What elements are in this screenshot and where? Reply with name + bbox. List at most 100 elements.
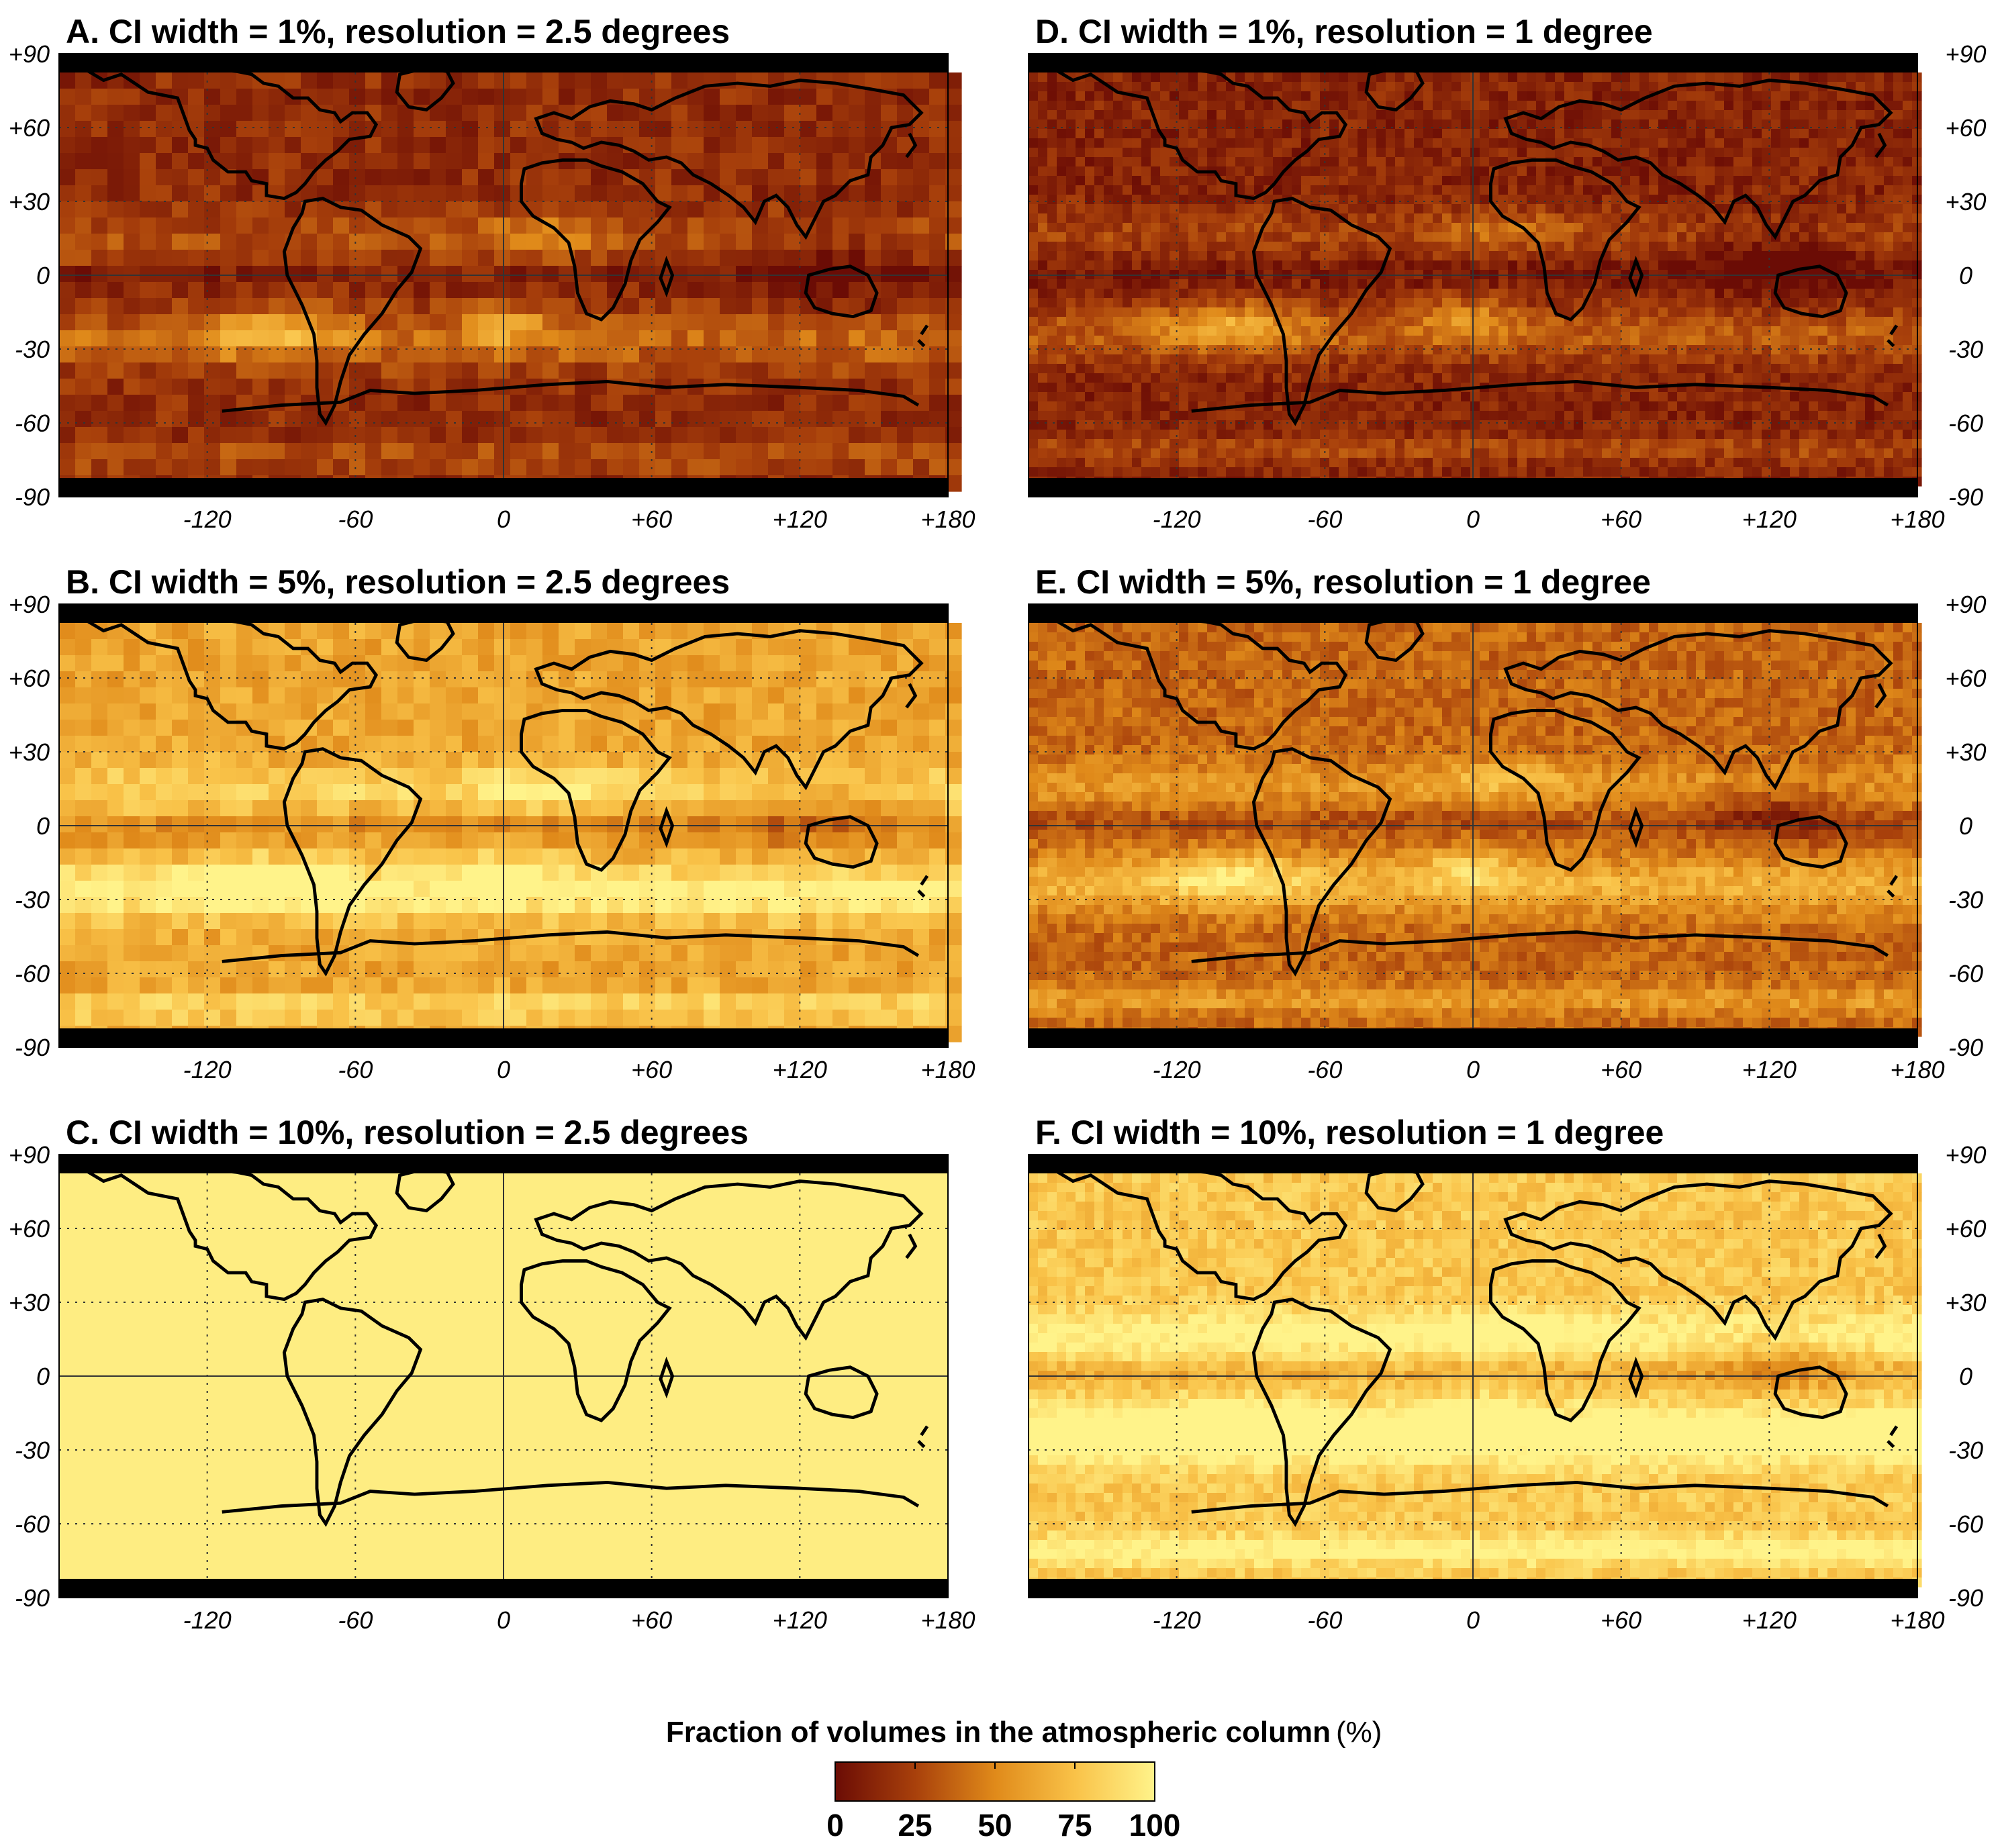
heatmap-cell — [1160, 298, 1170, 308]
heatmap-cell — [542, 379, 559, 395]
heatmap-cell — [1771, 326, 1781, 336]
heatmap-cell — [381, 137, 398, 154]
heatmap-cell — [1498, 354, 1509, 364]
heatmap-cell — [1715, 223, 1725, 233]
heatmap-cell — [1658, 204, 1668, 214]
heatmap-cell — [1094, 401, 1104, 411]
heatmap-cell — [897, 217, 914, 234]
heatmap-cell — [188, 298, 205, 315]
heatmap-cell — [1827, 392, 1838, 402]
heatmap-cell — [365, 250, 382, 266]
heatmap-cell — [800, 153, 817, 170]
heatmap-cell — [655, 234, 672, 250]
heatmap-cell — [124, 395, 140, 411]
heatmap-cell — [1752, 91, 1762, 101]
heatmap-cell — [1170, 326, 1180, 336]
heatmap-cell — [1480, 317, 1490, 327]
heatmap-cell — [1047, 129, 1057, 139]
heatmap-cell — [816, 137, 833, 154]
heatmap-cell — [575, 330, 591, 347]
heatmap-cell — [1170, 213, 1180, 224]
heatmap-cell — [1893, 336, 1903, 346]
heatmap-cell — [1874, 307, 1885, 318]
heatmap-cell — [1451, 307, 1462, 318]
heatmap-cell — [1827, 260, 1838, 271]
heatmap-cell — [252, 459, 269, 476]
heatmap-cell — [832, 121, 849, 138]
heatmap-cell — [1893, 251, 1903, 261]
heatmap-cell — [91, 330, 108, 347]
heatmap-cell — [107, 201, 124, 218]
heatmap-cell — [1376, 373, 1386, 383]
heatmap-cell — [1677, 101, 1687, 111]
heatmap-cell — [1104, 166, 1114, 177]
heatmap-cell — [478, 169, 495, 186]
heatmap-cell — [1282, 317, 1292, 327]
heatmap-cell — [526, 250, 543, 266]
heatmap-cell — [1799, 129, 1809, 139]
heatmap-cell — [1489, 317, 1499, 327]
heatmap-cell — [1856, 242, 1866, 252]
heatmap-cell — [1047, 195, 1057, 205]
heatmap-cell — [1508, 279, 1518, 289]
heatmap-cell — [1179, 392, 1189, 402]
heatmap-cell — [1884, 251, 1894, 261]
heatmap-cell — [1076, 307, 1086, 318]
heatmap-cell — [1433, 289, 1443, 299]
heatmap-cell — [1884, 213, 1894, 224]
heatmap-cell — [1254, 72, 1264, 83]
heatmap-cell — [1780, 364, 1791, 374]
heatmap-cell — [1217, 223, 1227, 233]
heatmap-cell — [1630, 185, 1640, 195]
heatmap-cell — [1226, 307, 1236, 318]
heatmap-cell — [1536, 289, 1546, 299]
heatmap-cell — [1188, 317, 1198, 327]
heatmap-cell — [381, 314, 398, 331]
heatmap-cell — [720, 250, 736, 266]
heatmap-cell — [285, 411, 301, 428]
heatmap-cell — [1564, 411, 1574, 421]
heatmap-cell — [1771, 364, 1781, 374]
heatmap-cell — [1555, 213, 1565, 224]
heatmap-cell — [430, 443, 446, 460]
heatmap-cell — [1310, 336, 1321, 346]
heatmap-cell — [1104, 326, 1114, 336]
heatmap-cell — [1470, 157, 1480, 167]
heatmap-cell — [1809, 411, 1819, 421]
heatmap-cell — [1404, 364, 1415, 374]
heatmap-cell — [1433, 129, 1443, 139]
heatmap-cell — [736, 443, 753, 460]
heatmap-cell — [575, 395, 591, 411]
heatmap-cell — [1160, 260, 1170, 271]
heatmap-cell — [1630, 307, 1640, 318]
heatmap-cell — [1292, 129, 1302, 139]
heatmap-cell — [1762, 232, 1772, 242]
heatmap-cell — [1282, 251, 1292, 261]
heatmap-cell — [172, 137, 189, 154]
heatmap-cell — [1893, 373, 1903, 383]
heatmap-cell — [1292, 213, 1302, 224]
heatmap-cell — [575, 217, 591, 234]
heatmap-cell — [446, 201, 463, 218]
heatmap-cell — [1245, 336, 1255, 346]
heatmap-cell — [1461, 82, 1471, 92]
heatmap-cell — [1245, 345, 1255, 355]
heatmap-cell — [510, 443, 527, 460]
heatmap-cell — [526, 169, 543, 186]
heatmap-cell — [1724, 298, 1734, 308]
heatmap-cell — [1047, 401, 1057, 411]
heatmap-cell — [1188, 223, 1198, 233]
heatmap-cell — [1724, 392, 1734, 402]
heatmap-cell — [1555, 279, 1565, 289]
heatmap-cell — [1085, 354, 1095, 364]
heatmap-cell — [478, 250, 495, 266]
heatmap-cell — [1451, 166, 1462, 177]
heatmap-cell — [1038, 185, 1048, 195]
heatmap-cell — [1113, 185, 1123, 195]
heatmap-cell — [1254, 317, 1264, 327]
heatmap-cell — [929, 105, 946, 121]
heatmap-cell — [1132, 157, 1142, 167]
heatmap-cell — [1367, 364, 1377, 374]
heatmap-cell — [269, 234, 285, 250]
heatmap-cell — [655, 362, 672, 379]
